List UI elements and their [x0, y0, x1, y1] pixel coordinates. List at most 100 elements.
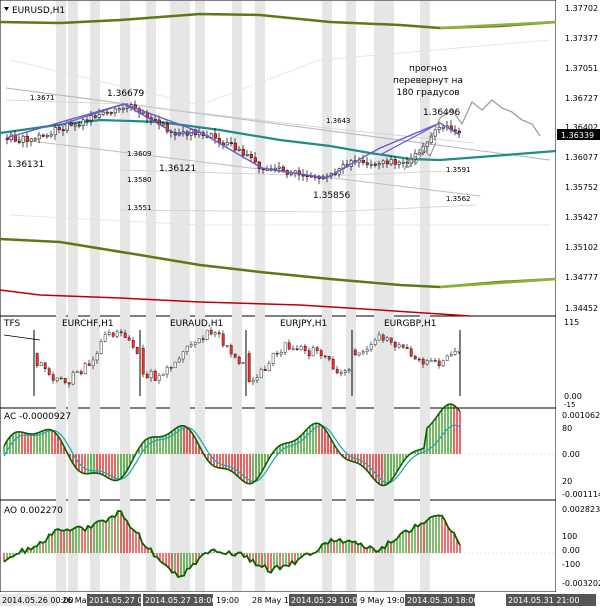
price-axis-labels: 1.37702 1.37377 1.37051 1.36727 1.36402 … [565, 4, 598, 313]
tfs-symbol-1: EURCHF,H1 [62, 319, 114, 329]
tfs-candle [119, 331, 123, 334]
envelope-line [9, 214, 550, 226]
ac-main-line [3, 403, 461, 487]
tfs-candle [127, 337, 131, 341]
current-price: 1.36339 [561, 131, 594, 140]
tfs-candle [315, 347, 319, 351]
candle-body [29, 138, 33, 142]
dropdown-triangle-icon[interactable] [4, 7, 9, 11]
level-4: 1.3551 [127, 204, 152, 212]
time-label: 2014.05.29 10:00 [291, 596, 362, 605]
tfs-candle [91, 359, 95, 366]
time-tag-bg [87, 594, 141, 606]
tfs-axis-zero: 0.00 [564, 392, 582, 401]
tfs-candle [99, 341, 103, 354]
candle-body [65, 122, 69, 131]
session-band [170, 1, 180, 591]
session-band [346, 1, 356, 591]
candle-body [33, 138, 37, 141]
channel-line-upper [5, 87, 551, 161]
tfs-edge [3, 334, 41, 341]
forecast-line [407, 99, 541, 169]
tfs-candle [283, 342, 287, 353]
candle-body [209, 133, 213, 138]
current-price-box [557, 129, 600, 140]
zigzag-line [5, 103, 461, 179]
candle-body [73, 124, 77, 127]
candle-body [117, 108, 121, 111]
level-3: 1.3580 [127, 176, 152, 184]
session-band [420, 1, 430, 591]
tfs-candle [83, 363, 87, 375]
candle-body [53, 127, 57, 136]
session-band [384, 1, 394, 591]
label-high-right: 1.36496 [423, 108, 460, 118]
candle-body [77, 124, 81, 127]
tfs-candle [43, 362, 47, 369]
tfs-candle [275, 352, 279, 355]
price-tick: 1.35752 [565, 183, 598, 192]
ma-red [0, 289, 471, 317]
candle-body [57, 127, 61, 130]
ac-axis-4: 20 [562, 477, 572, 486]
tfs-candle [141, 347, 145, 375]
candle-body [377, 163, 381, 166]
session-band [146, 1, 156, 591]
candle-body [245, 154, 249, 156]
price-tick: 1.36402 [565, 123, 598, 132]
tfs-candle [145, 373, 149, 379]
candle-body [17, 140, 21, 143]
tfs-candle [397, 344, 401, 348]
tfs-candle [169, 367, 173, 369]
tfs-candle [353, 349, 357, 356]
session-band [90, 1, 100, 591]
candle-body [105, 111, 109, 114]
tfs-candle [135, 347, 139, 354]
candle-body [241, 148, 245, 156]
tfs-candle [95, 353, 99, 361]
tfs-candle [39, 362, 43, 366]
ac-axis-3: 0.00 [562, 450, 580, 459]
tfs-candle [67, 382, 71, 385]
main-drawing [0, 12, 557, 317]
level-2: 1.3609 [127, 150, 152, 158]
tfs-candle [429, 360, 433, 362]
tfs-candle [237, 356, 241, 364]
candle-body [373, 163, 377, 166]
candle-body [113, 108, 117, 114]
tfs-panel[interactable] [0, 315, 557, 409]
tfs-candle [217, 332, 221, 335]
candle-body [281, 166, 285, 171]
tfs-candle [115, 331, 119, 337]
tfs-candle [339, 372, 343, 374]
tfs-candle [389, 337, 393, 343]
tfs-candle [441, 360, 445, 367]
price-tick: 1.37051 [565, 64, 598, 73]
tfs-candle [79, 371, 83, 375]
tfs-candle [213, 332, 217, 335]
candle-body [401, 161, 405, 164]
candle-body [125, 106, 129, 109]
ao-panel[interactable] [0, 499, 557, 593]
tfs-candle [177, 358, 181, 363]
time-label: 19:00 [216, 596, 239, 605]
level-1: 1.3671 [30, 94, 55, 102]
tfs-candle [247, 353, 251, 383]
tfs-candle [131, 340, 135, 348]
label-mid-low: 1.36121 [159, 164, 196, 174]
tfs-candle [405, 347, 409, 349]
tfs-candle [449, 354, 453, 357]
ac-axis-1: 0.001062 [562, 411, 600, 420]
ma-olive-upper-tail [439, 20, 557, 30]
candle-body [197, 132, 201, 136]
tfs-candle [251, 379, 255, 383]
candle-body [381, 160, 385, 164]
candle-body [37, 134, 41, 140]
tfs-candle [347, 369, 351, 372]
candle-body [397, 161, 401, 165]
support-line [119, 204, 477, 213]
tfs-candle [47, 368, 51, 375]
ao-title: AO 0.002270 [4, 506, 63, 516]
tfs-symbol-4: EURGBP,H1 [384, 319, 436, 329]
